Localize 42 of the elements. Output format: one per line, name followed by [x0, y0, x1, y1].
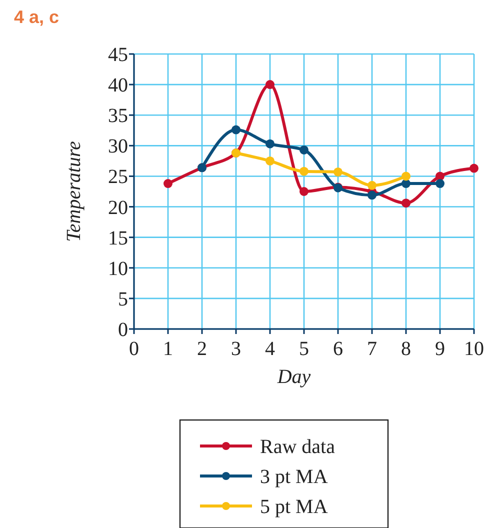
y-tick-label: 5	[118, 288, 128, 310]
x-tick-label: 9	[435, 338, 445, 360]
point	[402, 172, 410, 181]
point	[334, 167, 342, 176]
y-tick-label: 30	[108, 136, 128, 158]
x-tick-label: 10	[464, 338, 484, 360]
x-tick-label: 5	[299, 338, 309, 360]
x-tick-label: 6	[333, 338, 343, 360]
point	[368, 190, 376, 200]
point	[470, 164, 478, 173]
y-tick-label: 35	[108, 105, 128, 128]
x-axis-title: Day	[276, 366, 311, 388]
point	[300, 187, 308, 196]
legend-label: 5 pt MA	[260, 496, 328, 518]
x-tick-label: 3	[231, 338, 241, 360]
y-tick-label: 25	[108, 166, 128, 188]
y-tick-label: 15	[108, 227, 128, 250]
y-tick-label: 10	[108, 258, 128, 280]
y-tick-label: 0	[118, 319, 128, 341]
x-tick-label: 7	[367, 338, 377, 360]
chart-title: 4 a, c	[14, 7, 60, 27]
point	[266, 156, 274, 166]
point	[164, 179, 172, 188]
y-tick-label: 45	[108, 44, 128, 66]
x-tick-label: 2	[197, 338, 207, 360]
x-tick-label: 4	[265, 338, 275, 360]
legend-label: Raw data	[260, 436, 336, 458]
y-tick-label: 40	[108, 74, 128, 97]
point	[300, 145, 308, 154]
x-tick-label: 8	[401, 338, 411, 360]
point	[266, 80, 274, 90]
point	[232, 125, 240, 134]
point	[300, 166, 308, 176]
y-axis-title: Temperature	[63, 141, 85, 242]
y-tick-label: 20	[108, 196, 128, 219]
legend-label: 3 pt MA	[260, 466, 328, 488]
point	[402, 179, 410, 188]
point	[436, 179, 444, 188]
point	[368, 180, 376, 190]
x-tick-label: 1	[163, 338, 173, 360]
point	[266, 139, 274, 148]
point	[402, 198, 410, 208]
